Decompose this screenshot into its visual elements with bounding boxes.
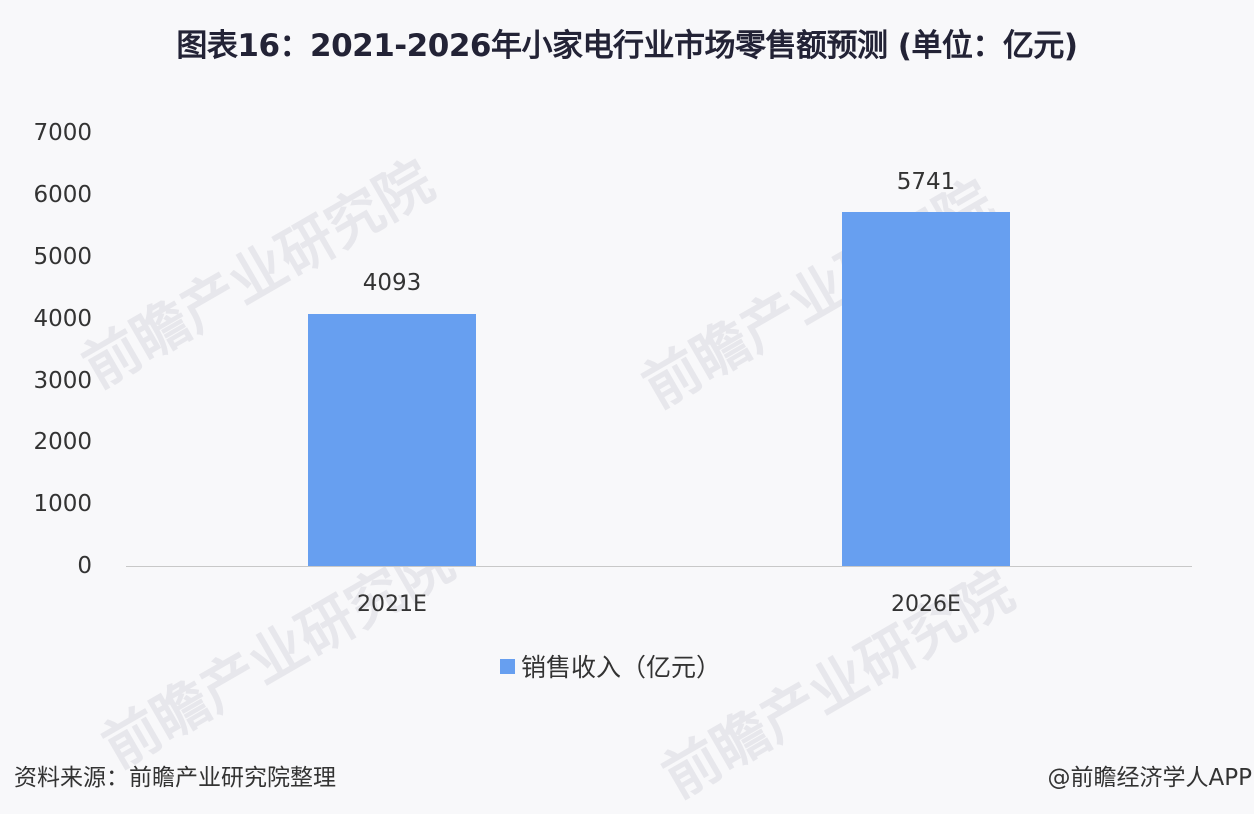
y-tick-5000: 5000 [33,244,92,270]
bar-2026E [842,212,1010,566]
y-tick-2000: 2000 [33,429,92,455]
y-tick-4000: 4000 [33,306,92,332]
legend-swatch-icon [500,658,515,674]
bar-value-label-2021E: 4093 [362,270,422,296]
bar-value-label-2026E: 5741 [896,169,956,195]
legend: 销售收入（亿元） [500,648,721,684]
source-note: 资料来源：前瞻产业研究院整理 [14,765,336,791]
legend-label: 销售收入（亿元） [521,653,722,682]
y-tick-6000: 6000 [33,182,92,208]
x-tick-2026E: 2026E [891,592,961,617]
credit-note: @前瞻经济学人APP [1047,765,1252,791]
y-tick-3000: 3000 [33,368,92,394]
x-tick-2021E: 2021E [357,592,427,617]
x-axis-line [126,566,1192,567]
y-tick-7000: 7000 [33,120,92,146]
chart-title: 图表16：2021-2026年小家电行业市场零售额预测 (单位：亿元) [176,28,1078,64]
y-tick-1000: 1000 [33,491,92,517]
bar-2021E [308,314,476,566]
y-tick-0: 0 [77,553,92,579]
